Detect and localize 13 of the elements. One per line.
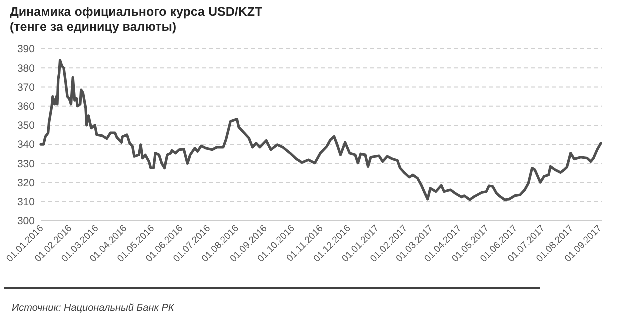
y-tick-label: 340 bbox=[17, 139, 36, 152]
text: Источник: Национальный Банк РК bbox=[12, 303, 176, 314]
chart-title: Динамика официального курса USD/KZT (тенге за единицу валюты) bbox=[10, 5, 263, 34]
y-tick-label: 350 bbox=[17, 120, 36, 132]
y-tick-label: 380 bbox=[17, 62, 36, 75]
y-tick-label: 300 bbox=[17, 216, 36, 228]
line-series bbox=[40, 59, 602, 202]
y-tick-label: 370 bbox=[17, 82, 36, 94]
y-tick-label: 390 bbox=[17, 44, 36, 56]
y-tick-label: 360 bbox=[17, 101, 36, 114]
y-tick-label: 330 bbox=[17, 158, 36, 170]
y-tick-label: 320 bbox=[17, 177, 36, 190]
y-tick-label: 310 bbox=[17, 196, 36, 209]
